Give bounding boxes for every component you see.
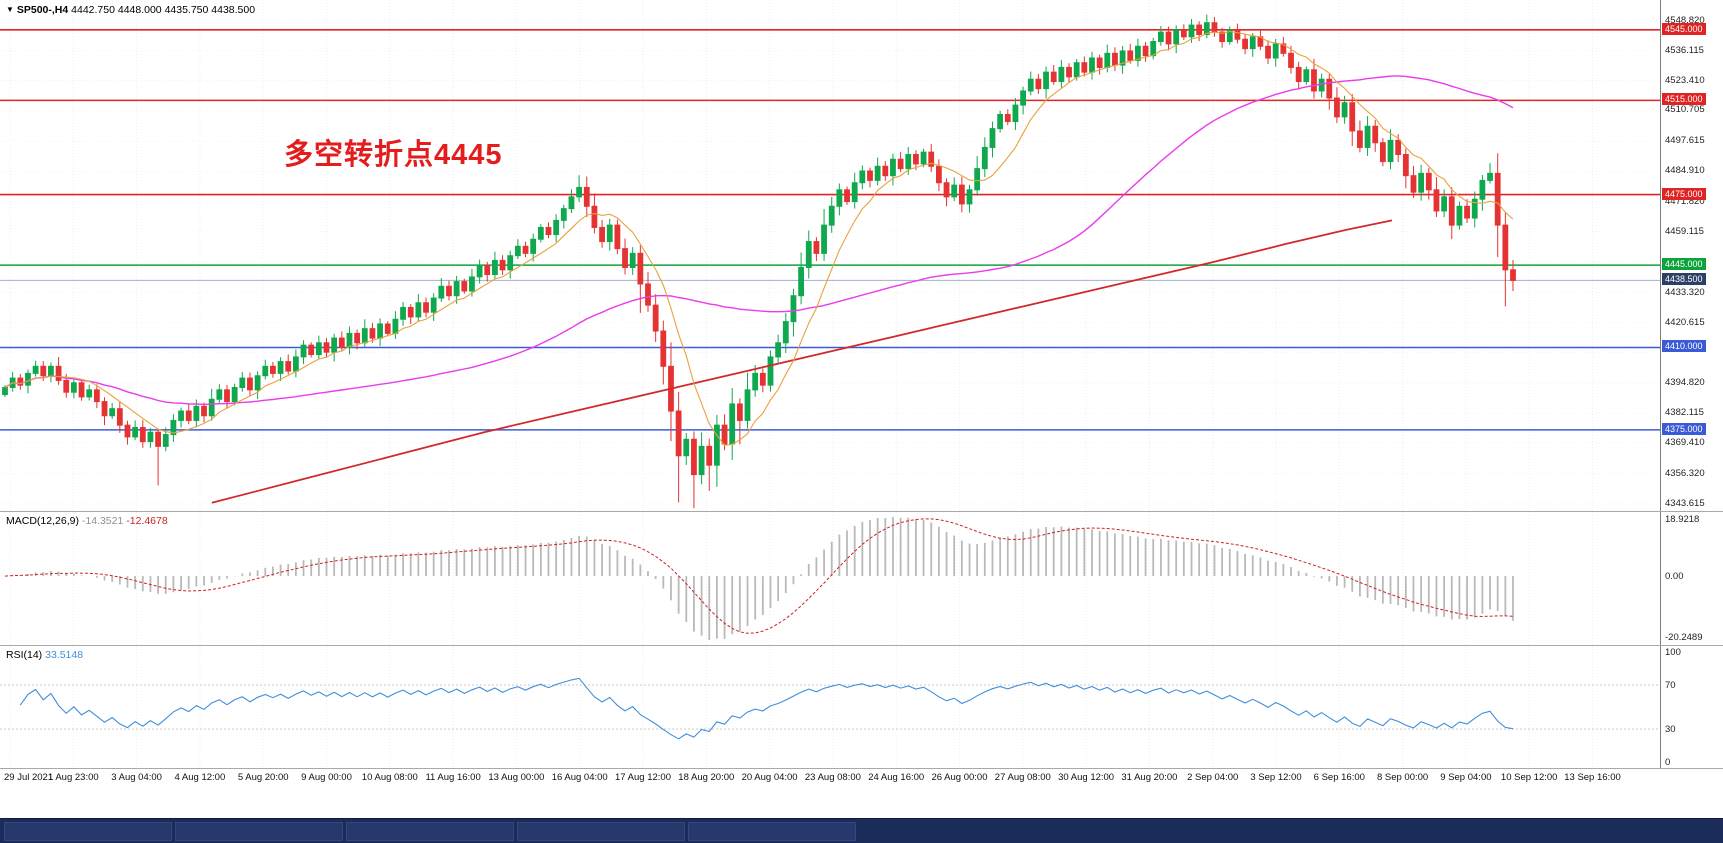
time-tick-label: 8 Sep 00:00 bbox=[1376, 772, 1429, 783]
time-tick-label: 1 Aug 23:00 bbox=[47, 772, 99, 783]
price-badge: 4545.000 bbox=[1662, 22, 1706, 35]
taskbar-window-button[interactable] bbox=[346, 821, 514, 841]
time-tick-label: 23 Aug 08:00 bbox=[804, 772, 861, 783]
time-tick-label: 27 Aug 08:00 bbox=[994, 772, 1051, 783]
macd-value: -14.3521 bbox=[81, 515, 124, 527]
panel-separator[interactable] bbox=[0, 511, 1723, 512]
time-tick-label: 13 Aug 00:00 bbox=[488, 772, 545, 783]
indicator-axis-label: 0.00 bbox=[1665, 571, 1684, 583]
symbol-timeframe-label: SP500-,H4 bbox=[16, 4, 69, 16]
price-tick-label: 4548.820 bbox=[1665, 14, 1705, 26]
time-tick-label: 11 Aug 16:00 bbox=[425, 772, 481, 783]
taskbar-window-button[interactable] bbox=[175, 821, 343, 841]
indicator-axis-label: 70 bbox=[1665, 680, 1676, 691]
time-tick-label: 3 Sep 12:00 bbox=[1250, 772, 1302, 783]
taskbar-window-button[interactable] bbox=[517, 821, 685, 841]
time-tick-label: 13 Sep 16:00 bbox=[1564, 772, 1621, 783]
price-tick-label: 4536.115 bbox=[1665, 44, 1704, 56]
price-badge: 4375.000 bbox=[1662, 422, 1706, 435]
taskbar bbox=[0, 818, 1723, 843]
price-tick-label: 4523.410 bbox=[1665, 74, 1705, 86]
time-axis[interactable]: 29 Jul 2021 1 Aug 23:00 3 Aug 04:00 4 Aug 1… bbox=[0, 770, 1660, 787]
price-badge: 4438.500 bbox=[1662, 273, 1706, 286]
time-tick-label: 3 Aug 04:00 bbox=[111, 772, 162, 783]
time-tick-label: 10 Sep 12:00 bbox=[1500, 772, 1558, 783]
price-axis[interactable]: 4548.820 4536.115 4523.410 4510.705 4497.615… bbox=[1660, 0, 1723, 768]
trend-annotation: 多空转折点4445 bbox=[284, 139, 503, 171]
price-tick-label: 4343.615 bbox=[1665, 497, 1705, 509]
rsi-name: RSI(14) bbox=[6, 649, 43, 661]
time-tick-label: 31 Aug 20:00 bbox=[1121, 772, 1178, 783]
panel-separator[interactable] bbox=[0, 645, 1723, 646]
price-tick-label: 4510.705 bbox=[1665, 104, 1705, 116]
price-tick-label: 4497.615 bbox=[1665, 135, 1705, 147]
price-tick-label: 4394.820 bbox=[1665, 377, 1705, 389]
time-tick-label: 6 Sep 16:00 bbox=[1313, 772, 1365, 783]
time-tick-label: 18 Aug 20:00 bbox=[678, 772, 735, 783]
panel-separator[interactable] bbox=[0, 768, 1723, 769]
time-tick-label: 26 Aug 00:00 bbox=[931, 772, 988, 783]
macd-signal-value: -12.4678 bbox=[126, 515, 168, 527]
indicator-axis-label: 18.9218 bbox=[1665, 514, 1700, 525]
time-tick-label: 9 Aug 00:00 bbox=[301, 772, 352, 783]
time-tick-label: 2 Sep 04:00 bbox=[1187, 772, 1239, 783]
time-tick-label: 9 Sep 04:00 bbox=[1440, 772, 1492, 783]
price-badge: 4410.000 bbox=[1662, 340, 1706, 353]
price-badge: 4515.000 bbox=[1662, 93, 1706, 106]
chart-title: ▼ SP500-,H4 4442.750 4448.000 4435.750 4… bbox=[6, 4, 255, 16]
time-tick-label: 10 Aug 08:00 bbox=[361, 772, 418, 783]
taskbar-window-button[interactable] bbox=[688, 821, 856, 841]
macd-indicator-label: MACD(12,26,9) -14.3521 -12.4678 bbox=[6, 515, 168, 527]
rsi-indicator-label: RSI(14) 33.5148 bbox=[6, 649, 83, 661]
rsi-value: 33.5148 bbox=[45, 649, 84, 661]
indicator-axis-label: 100 bbox=[1665, 647, 1681, 658]
time-tick-label: 4 Aug 12:00 bbox=[174, 772, 226, 783]
time-tick-label: 17 Aug 12:00 bbox=[615, 772, 671, 783]
indicator-axis-label: -20.2489 bbox=[1665, 632, 1703, 643]
symbol-dropdown-icon: ▼ bbox=[6, 5, 14, 14]
indicator-axis-label: 0 bbox=[1665, 757, 1671, 768]
macd-panel[interactable] bbox=[0, 512, 1660, 645]
candles bbox=[2, 14, 1516, 509]
price-tick-label: 4356.320 bbox=[1665, 467, 1705, 479]
time-tick-label: 29 Jul 2021 bbox=[4, 772, 54, 783]
time-tick-label: 16 Aug 04:00 bbox=[551, 772, 608, 783]
price-badge: 4475.000 bbox=[1662, 187, 1706, 200]
indicator-axis-label: 30 bbox=[1665, 724, 1676, 735]
time-tick-label: 30 Aug 12:00 bbox=[1058, 772, 1115, 783]
price-badge: 4445.000 bbox=[1662, 258, 1706, 271]
price-tick-label: 4484.910 bbox=[1665, 165, 1705, 177]
price-tick-label: 4459.115 bbox=[1665, 225, 1704, 237]
main-chart-panel[interactable] bbox=[0, 0, 1660, 511]
price-tick-label: 4369.410 bbox=[1665, 437, 1705, 449]
time-tick-label: 5 Aug 20:00 bbox=[237, 772, 289, 783]
macd-name: MACD(12,26,9) bbox=[6, 515, 79, 527]
taskbar-window-button[interactable] bbox=[4, 821, 172, 841]
price-tick-label: 4433.320 bbox=[1665, 286, 1705, 298]
time-tick-label: 20 Aug 04:00 bbox=[741, 772, 798, 783]
ohlc-readout: 4442.750 4448.000 4435.750 4438.500 bbox=[71, 4, 256, 16]
time-tick-label: 24 Aug 16:00 bbox=[868, 772, 925, 783]
rsi-panel[interactable] bbox=[0, 646, 1660, 768]
price-tick-label: 4420.615 bbox=[1665, 316, 1705, 328]
price-tick-label: 4471.820 bbox=[1665, 195, 1705, 207]
price-tick-label: 4382.115 bbox=[1665, 407, 1704, 419]
